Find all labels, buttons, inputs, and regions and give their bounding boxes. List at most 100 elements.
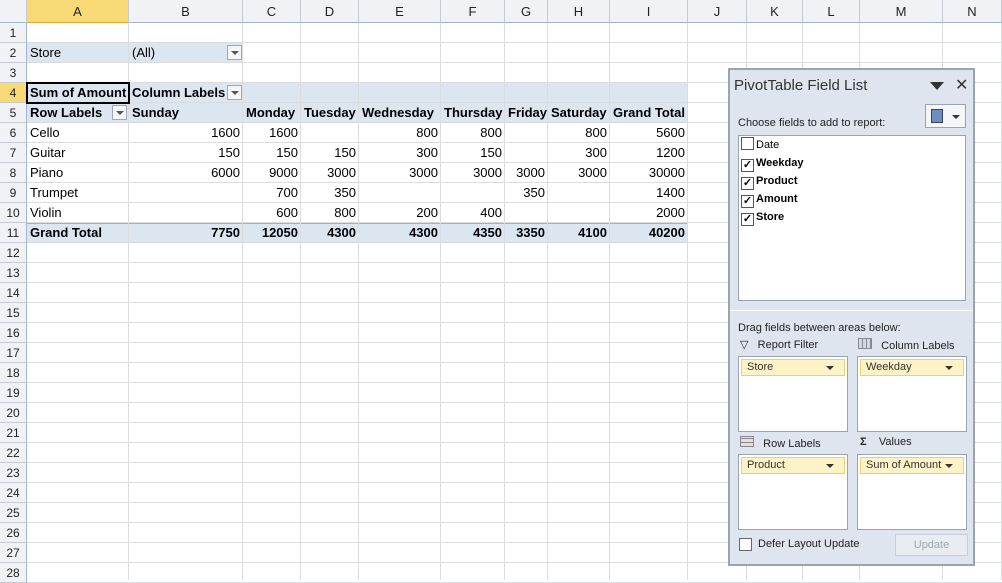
row-header-13[interactable]: 13 [0,263,27,283]
grand-total-cell[interactable]: 40200 [648,225,685,240]
row-header-2[interactable]: 2 [0,43,27,63]
row-header-26[interactable]: 26 [0,523,27,543]
column-header-cell[interactable]: Thursday [444,105,503,120]
value-cell[interactable]: 300 [416,145,438,160]
panel-options-icon[interactable] [930,82,944,90]
row-label-cell[interactable]: Guitar [30,145,66,160]
value-cell[interactable]: 5600 [656,125,685,140]
row-header-12[interactable]: 12 [0,243,27,263]
value-cell[interactable]: 150 [276,145,298,160]
checked-checkbox-icon[interactable]: ✓ [741,213,754,226]
value-cell[interactable]: 30000 [648,165,685,180]
value-cell[interactable]: 600 [276,205,298,220]
row-header-25[interactable]: 25 [0,503,27,523]
column-header-cell[interactable]: Grand Total [613,105,685,120]
row-header-27[interactable]: 27 [0,543,27,563]
row-labels-area[interactable]: Product [738,454,848,530]
column-header-H[interactable]: H [548,0,610,23]
row-labels-dropdown-button[interactable] [112,105,127,120]
value-cell[interactable] [129,203,243,223]
value-cell[interactable]: 6000 [211,165,240,180]
value-cell[interactable] [548,183,610,203]
value-cell[interactable]: 3000 [516,165,545,180]
checked-checkbox-icon[interactable]: ✓ [741,177,754,190]
value-cell[interactable]: 150 [218,145,240,160]
row-header-18[interactable]: 18 [0,363,27,383]
row-header-10[interactable]: 10 [0,203,27,223]
column-header-G[interactable]: G [505,0,548,23]
value-cell[interactable] [505,203,548,223]
row-header-8[interactable]: 8 [0,163,27,183]
value-cell[interactable]: 200 [416,205,438,220]
column-header-B[interactable]: B [129,0,243,23]
value-cell[interactable]: 150 [334,145,356,160]
value-cell[interactable]: 3000 [327,165,356,180]
row-header-15[interactable]: 15 [0,303,27,323]
value-cell[interactable]: 800 [585,125,607,140]
grand-total-cell[interactable]: 3350 [516,225,545,240]
row-header-11[interactable]: 11 [0,223,27,243]
row-header-16[interactable]: 16 [0,323,27,343]
value-cell[interactable]: 800 [480,125,502,140]
close-icon[interactable]: ✕ [955,77,969,94]
row-header-4[interactable]: 4 [0,83,27,103]
grand-total-cell[interactable]: 4350 [473,225,502,240]
row-header-21[interactable]: 21 [0,423,27,443]
column-labels-area[interactable]: Weekday [857,356,967,432]
value-cell[interactable]: 400 [480,205,502,220]
column-labels-dropdown-button[interactable] [227,85,242,100]
select-all-button[interactable] [0,0,27,23]
field-item-store[interactable]: ✓ Store [741,211,785,226]
value-cell[interactable]: 1400 [656,185,685,200]
value-cell[interactable] [129,183,243,203]
value-cell[interactable] [505,143,548,163]
value-cell[interactable]: 1600 [211,125,240,140]
row-header-17[interactable]: 17 [0,343,27,363]
row-labels-field[interactable]: Product [741,457,845,474]
value-cell[interactable] [505,123,548,143]
row-label-cell[interactable]: Trumpet [30,185,78,200]
report-filter-field[interactable]: Store [741,359,845,376]
column-header-cell[interactable]: Friday [508,105,548,120]
grand-total-cell[interactable]: 7750 [211,225,240,240]
values-label-cell[interactable]: Sum of Amount [30,85,127,100]
column-header-cell[interactable]: Wednesday [362,105,435,120]
column-labels-cell[interactable]: Column Labels [132,85,226,100]
value-cell[interactable]: 2000 [656,205,685,220]
grand-total-cell[interactable]: 4300 [327,225,356,240]
row-header-22[interactable]: 22 [0,443,27,463]
column-header-cell[interactable]: Monday [246,105,296,120]
row-header-23[interactable]: 23 [0,463,27,483]
column-header-K[interactable]: K [747,0,803,23]
row-header-20[interactable]: 20 [0,403,27,423]
column-header-cell[interactable]: Saturday [551,105,607,120]
row-labels-cell[interactable]: Row Labels [30,105,103,120]
value-cell[interactable]: 3000 [409,165,438,180]
row-header-19[interactable]: 19 [0,383,27,403]
values-area[interactable]: Sum of Amount [857,454,967,530]
value-cell[interactable]: 350 [334,185,356,200]
column-header-E[interactable]: E [359,0,441,23]
defer-layout-checkbox[interactable] [739,538,752,551]
row-header-3[interactable]: 3 [0,63,27,83]
value-cell[interactable]: 1600 [269,125,298,140]
column-header-cell[interactable]: Tuesday [304,105,356,120]
value-cell[interactable] [359,183,441,203]
column-header-A[interactable]: A [27,0,129,23]
row-header-14[interactable]: 14 [0,283,27,303]
checked-checkbox-icon[interactable]: ✓ [741,195,754,208]
grand-total-cell[interactable]: 4100 [578,225,607,240]
field-item-product[interactable]: ✓ Product [741,175,798,190]
row-label-cell[interactable]: Cello [30,125,60,140]
row-header-5[interactable]: 5 [0,103,27,123]
value-cell[interactable]: 300 [585,145,607,160]
column-labels-field[interactable]: Weekday [860,359,964,376]
row-header-28[interactable]: 28 [0,563,27,583]
column-header-J[interactable]: J [688,0,747,23]
update-button[interactable]: Update [895,534,968,556]
row-header-1[interactable]: 1 [0,23,27,43]
value-cell[interactable] [548,203,610,223]
filter-dropdown-button[interactable] [227,45,242,60]
column-header-I[interactable]: I [610,0,688,23]
row-header-9[interactable]: 9 [0,183,27,203]
